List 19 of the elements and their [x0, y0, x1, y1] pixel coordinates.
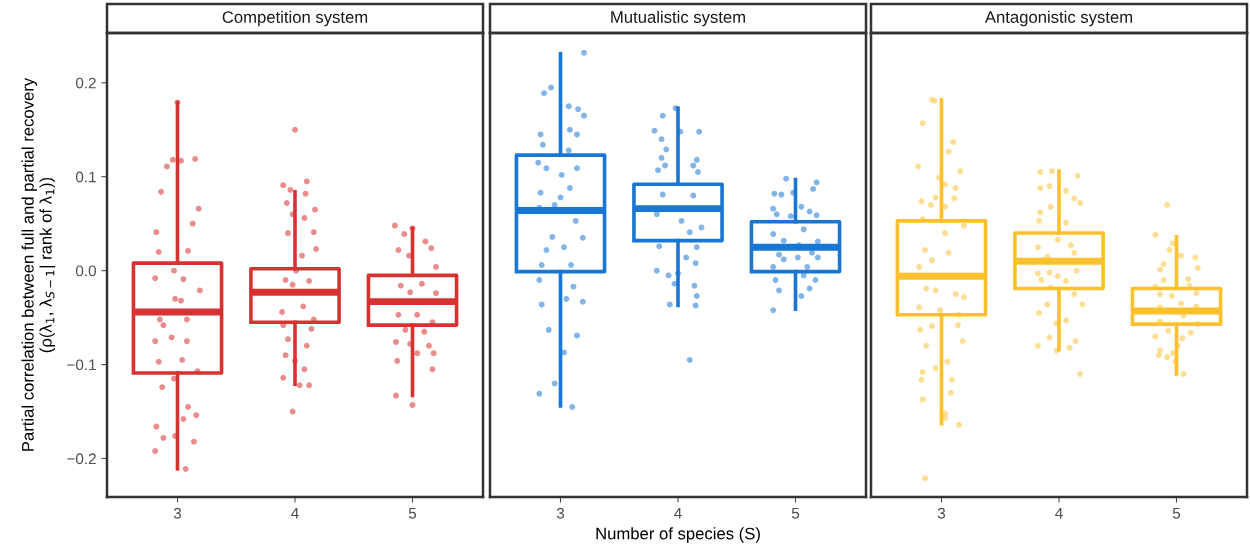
y-tick-label: −0.1 [67, 359, 96, 371]
x-tick-label: 3 [937, 507, 946, 519]
x-tick-label: 3 [173, 507, 182, 519]
y-tick-label: −0.2 [67, 453, 96, 465]
y-tick-label: 0.2 [75, 77, 96, 89]
chart-title: Competition system [222, 10, 368, 27]
x-tick-label: 5 [1172, 507, 1181, 519]
x-axis-title: Number of species (S) [596, 527, 760, 543]
x-tick-label: 4 [291, 507, 299, 519]
y-tick-label: 0.0 [75, 265, 96, 277]
chart-title: Mutualistic system [611, 10, 745, 27]
y-axis-title: Partial correlation between full and partial recovery (ρ(λ$_{1}$, λ$_{S−1}$| rank of λ$_{1}$)) [21, 77, 56, 451]
x-tick-label: 4 [674, 507, 682, 519]
x-tick-label: 3 [556, 507, 565, 519]
x-tick-label: 4 [1055, 507, 1063, 519]
chart-title: Antagonistic system [984, 10, 1133, 27]
x-tick-label: 5 [408, 507, 417, 519]
x-tick-label: 5 [791, 507, 800, 519]
y-tick-label: 0.1 [75, 171, 96, 183]
